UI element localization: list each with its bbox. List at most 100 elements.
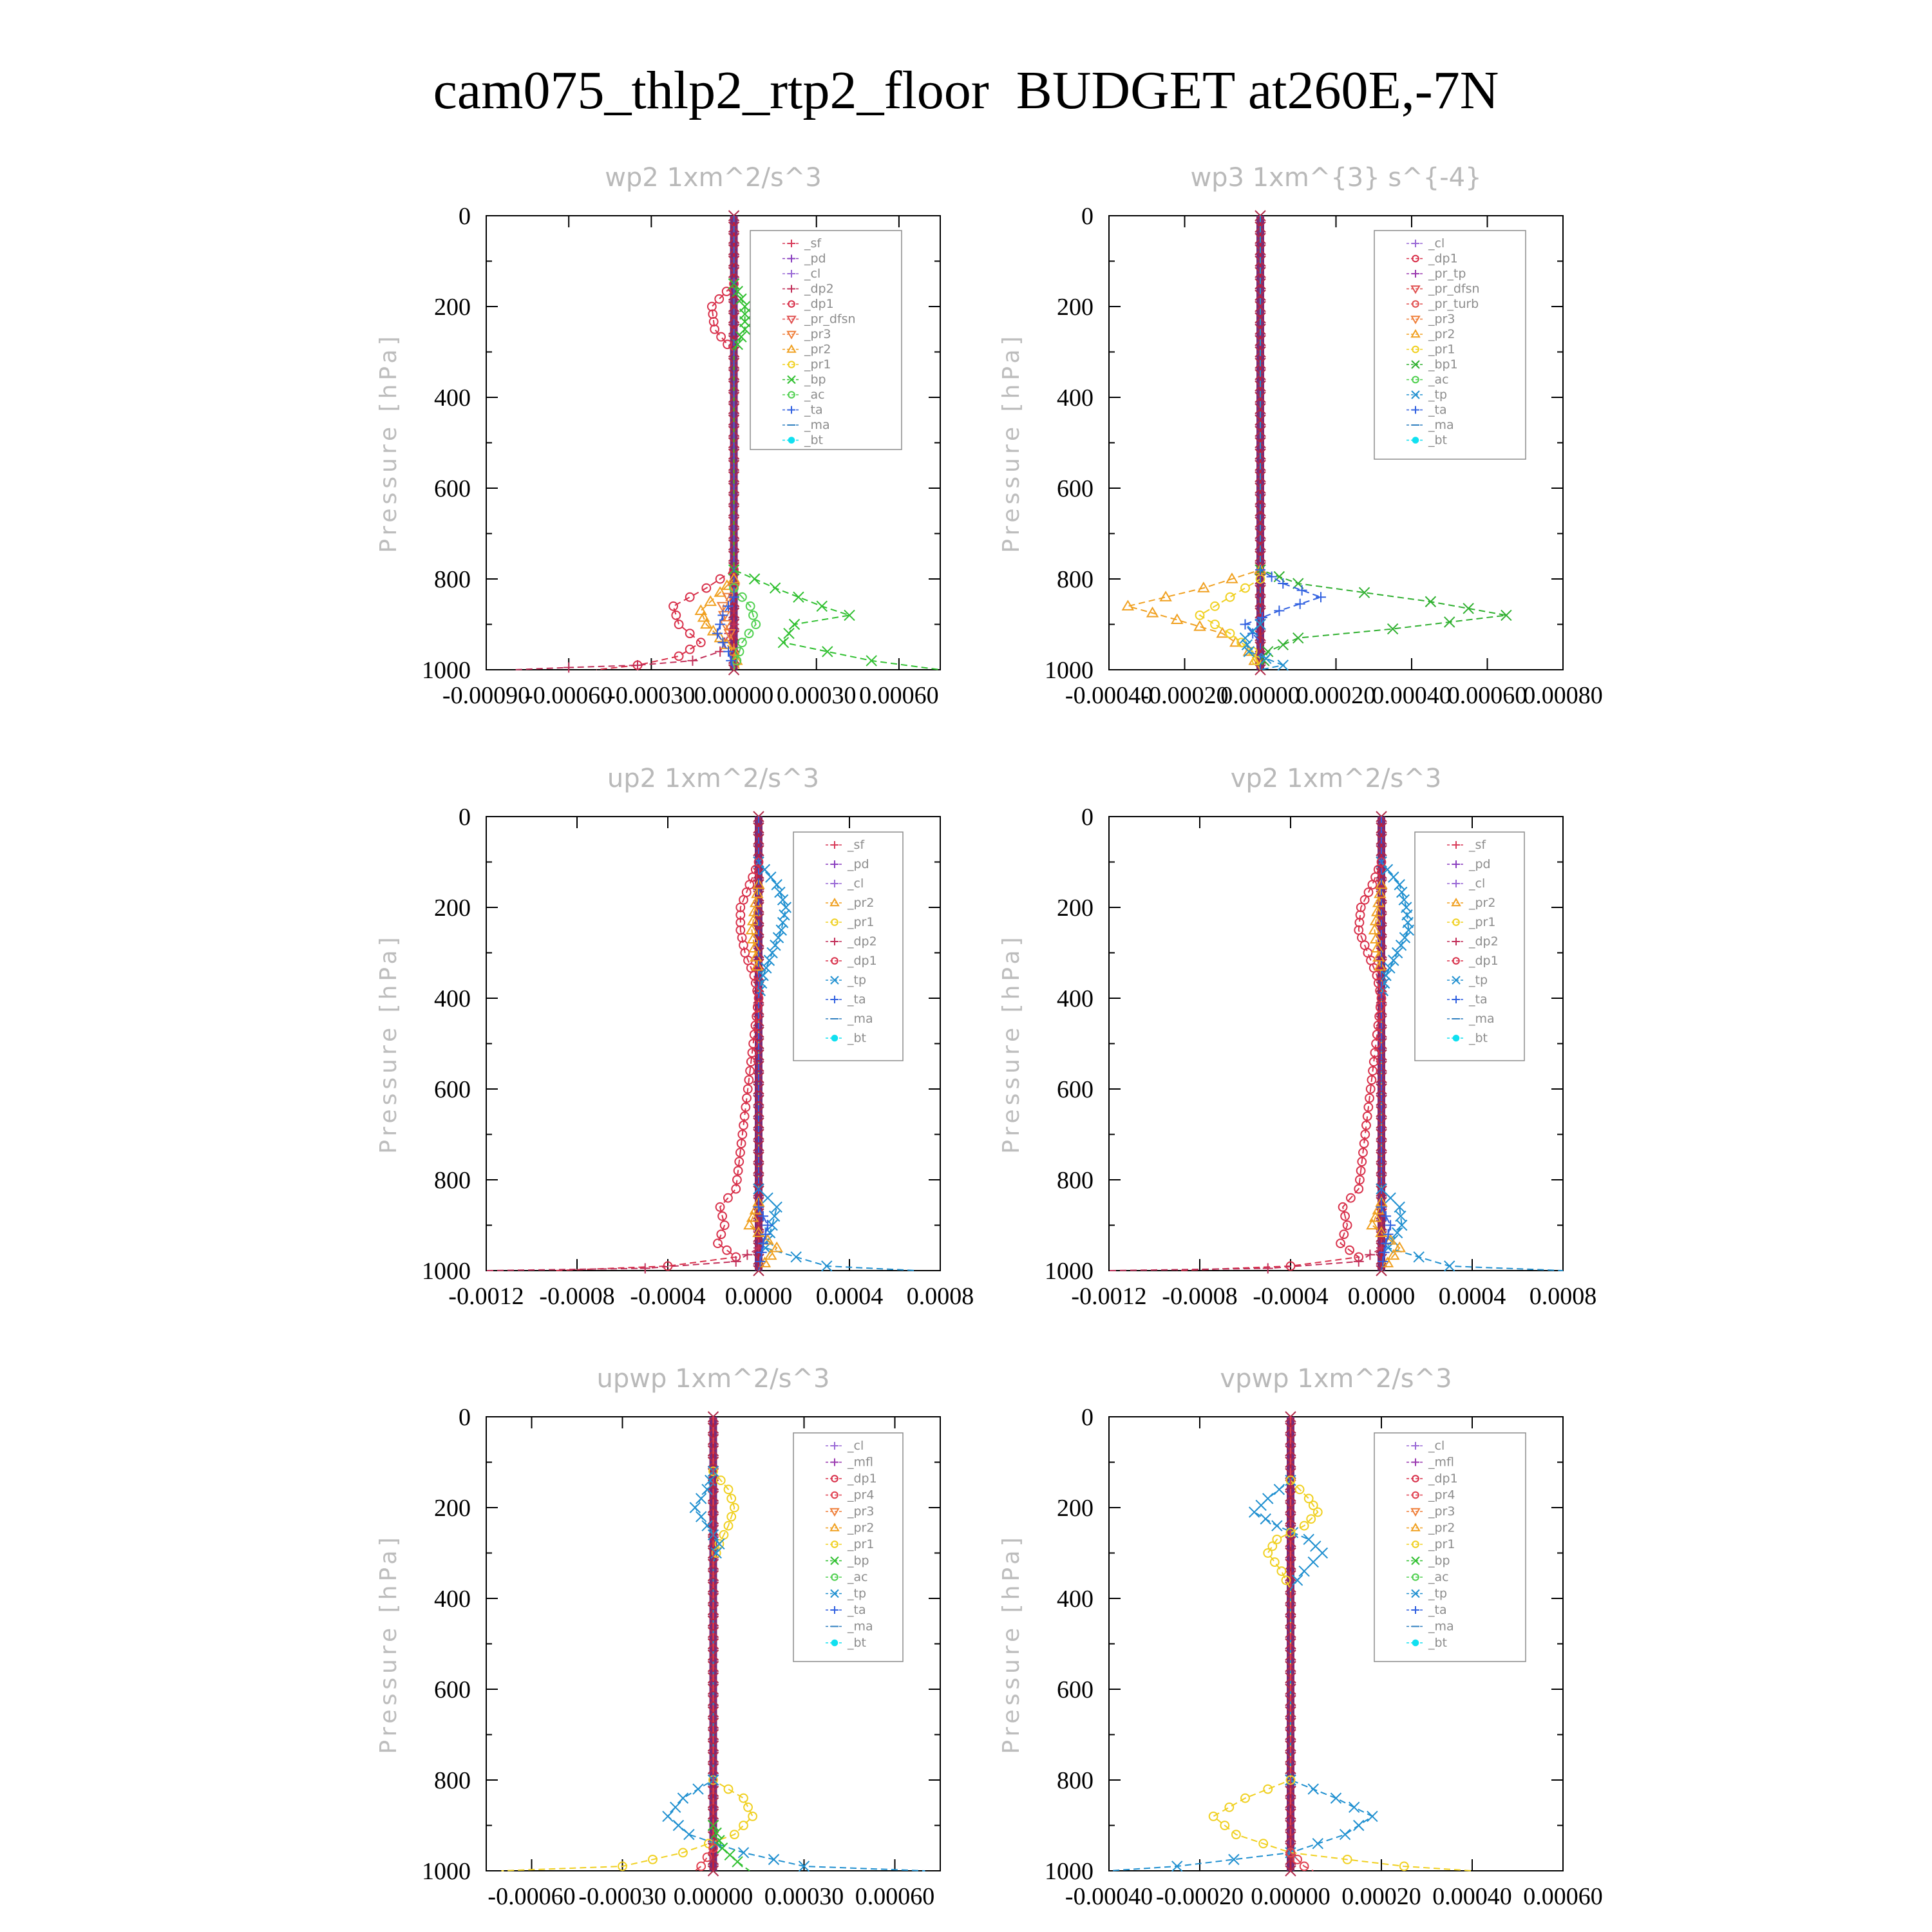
series-dp1	[554, 817, 764, 1271]
legend-label: _pr2	[1468, 896, 1495, 910]
series-marker	[730, 1256, 741, 1267]
legend-label: _ta	[1428, 403, 1447, 417]
legend-entry-pr_turb: _pr_turb	[1406, 297, 1479, 311]
series-marker	[737, 1847, 750, 1859]
series-marker	[748, 573, 761, 585]
legend-label: _pr_dfsn	[804, 312, 856, 327]
series-marker	[756, 1247, 767, 1258]
legend-marker	[1411, 360, 1420, 369]
series-marker	[1285, 1775, 1296, 1785]
series-marker	[732, 1856, 743, 1868]
legend-entry-ta: _ta	[826, 1603, 866, 1617]
series-marker	[1229, 636, 1242, 647]
zero-term-marker	[707, 1706, 719, 1718]
series-marker	[1263, 1548, 1273, 1558]
series-marker	[1394, 1201, 1405, 1213]
series-marker	[742, 1093, 752, 1103]
y-tick-label: 600	[1057, 1076, 1094, 1103]
legend-entry-pr_dfsn: _pr_dfsn	[782, 312, 856, 327]
series-marker	[731, 1184, 741, 1194]
series-marker	[1312, 1507, 1323, 1517]
series-marker	[717, 610, 728, 621]
series-marker	[1381, 864, 1394, 875]
zero-term-marker	[728, 312, 740, 324]
series-marker	[739, 323, 751, 335]
y-tick-label: 200	[434, 1495, 471, 1522]
legend-box	[1374, 1432, 1526, 1662]
legend-label: _cl	[847, 1439, 864, 1453]
series-marker	[723, 646, 734, 657]
legend-marker	[1411, 1589, 1420, 1598]
series-marker	[714, 1539, 724, 1549]
series-marker	[765, 871, 777, 883]
legend-label: _sf	[847, 838, 865, 852]
y-tick-label: 0	[1081, 1404, 1094, 1431]
series-marker	[764, 1249, 777, 1260]
series-marker	[735, 902, 746, 913]
legend-entry-bt: _bt	[1406, 433, 1447, 448]
zero-term-marker	[1255, 289, 1266, 301]
legend-box	[1414, 831, 1525, 1061]
series-marker	[1353, 1819, 1365, 1832]
legend-marker	[1412, 300, 1419, 308]
series-marker	[1375, 1226, 1388, 1237]
series-marker	[775, 924, 787, 936]
series-marker	[748, 1812, 757, 1821]
series-marker	[723, 1484, 734, 1495]
series-marker	[723, 1520, 734, 1531]
legend-marker	[1412, 1491, 1419, 1499]
series-marker	[1362, 1111, 1372, 1121]
series-marker	[1379, 1247, 1390, 1258]
series-marker	[1444, 616, 1455, 628]
zero-term-marker	[1255, 426, 1266, 437]
series-marker	[1353, 1256, 1364, 1267]
series-marker	[760, 1229, 771, 1240]
legend-label: _pr1	[1428, 1537, 1455, 1551]
series-marker	[1220, 1821, 1230, 1830]
series-marker	[736, 1139, 746, 1148]
legend-label: _pr2	[804, 343, 831, 357]
x-tick-label: -0.00030	[607, 682, 695, 709]
legend-marker	[829, 1522, 840, 1531]
series-marker	[746, 933, 760, 943]
series-marker	[1342, 1854, 1352, 1864]
series-marker	[844, 609, 855, 621]
series-marker	[1263, 1784, 1273, 1794]
series-marker	[1330, 1792, 1342, 1804]
y-tick-label: 0	[459, 804, 471, 831]
series-marker	[639, 1263, 650, 1274]
series-marker	[1299, 1520, 1309, 1531]
legend-entry-mfl: _mfl	[1406, 1455, 1454, 1470]
legend-marker	[1412, 240, 1419, 247]
legend-entry-bp: _bp	[826, 1554, 869, 1568]
series-dp2	[1108, 817, 1387, 1274]
series-marker	[1413, 1251, 1425, 1263]
legend-label: _pr2	[1428, 1521, 1455, 1535]
series-marker	[1260, 1513, 1271, 1525]
series-line	[716, 216, 735, 670]
series-marker	[687, 655, 698, 666]
y-tick-label: 800	[434, 566, 471, 593]
legend-marker	[831, 1475, 838, 1482]
panel-2: wp3 1xm^{3} s^{-4} Pressure [hPa] 0 200 400 6…	[998, 163, 1603, 709]
legend-entry-pr1: _pr1	[1406, 343, 1455, 357]
series-ta	[1240, 216, 1326, 670]
series-marker	[728, 592, 739, 603]
legend-entry-ac: _ac	[1406, 1570, 1449, 1584]
y-axis-label: Pressure [hPa]	[998, 1533, 1025, 1754]
series-marker	[715, 574, 725, 584]
series-marker	[714, 1538, 725, 1550]
y-tick-label: 400	[1057, 985, 1094, 1012]
series-marker	[1396, 1219, 1408, 1231]
series-marker	[734, 647, 744, 657]
legend-marker	[1412, 437, 1419, 444]
x-tick-label: 0.0000	[725, 1283, 793, 1310]
series-marker	[1384, 962, 1396, 974]
legend-marker	[831, 1458, 838, 1466]
panel-title: upwp 1xm^2/s^3	[597, 1364, 830, 1394]
series-marker	[723, 1193, 733, 1203]
legend-label: _ma	[1468, 1012, 1495, 1026]
legend-entry-ta: _ta	[1406, 403, 1447, 417]
legend-label: _cl	[804, 267, 820, 281]
